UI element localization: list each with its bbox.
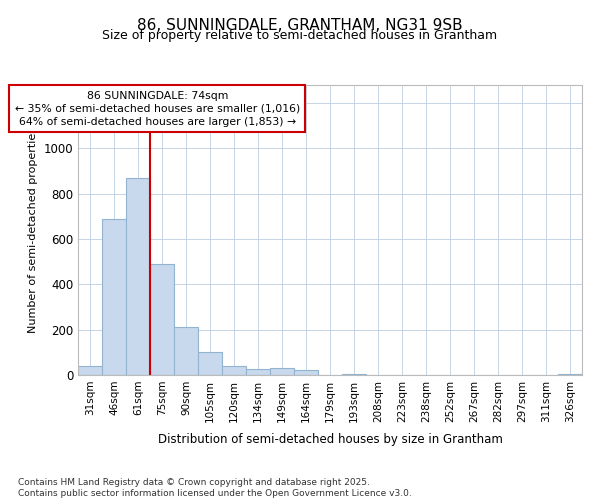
Bar (78, 366, 102, 375)
Bar (558, 374, 582, 375)
Bar (270, 368, 294, 375)
Bar (246, 370, 270, 375)
Bar (294, 370, 318, 375)
Text: Contains HM Land Registry data © Crown copyright and database right 2025.
Contai: Contains HM Land Registry data © Crown c… (18, 478, 412, 498)
Bar (198, 352, 222, 375)
Bar (102, 218, 126, 375)
Bar (222, 366, 246, 375)
Bar (342, 374, 366, 375)
Bar (150, 264, 174, 375)
Bar (174, 328, 198, 375)
Text: Size of property relative to semi-detached houses in Grantham: Size of property relative to semi-detach… (103, 29, 497, 42)
Text: 86 SUNNINGDALE: 74sqm
← 35% of semi-detached houses are smaller (1,016)
64% of s: 86 SUNNINGDALE: 74sqm ← 35% of semi-deta… (14, 90, 300, 127)
Bar (126, 178, 150, 375)
Text: 86, SUNNINGDALE, GRANTHAM, NG31 9SB: 86, SUNNINGDALE, GRANTHAM, NG31 9SB (137, 18, 463, 32)
X-axis label: Distribution of semi-detached houses by size in Grantham: Distribution of semi-detached houses by … (158, 433, 502, 446)
Y-axis label: Number of semi-detached properties: Number of semi-detached properties (28, 127, 38, 333)
